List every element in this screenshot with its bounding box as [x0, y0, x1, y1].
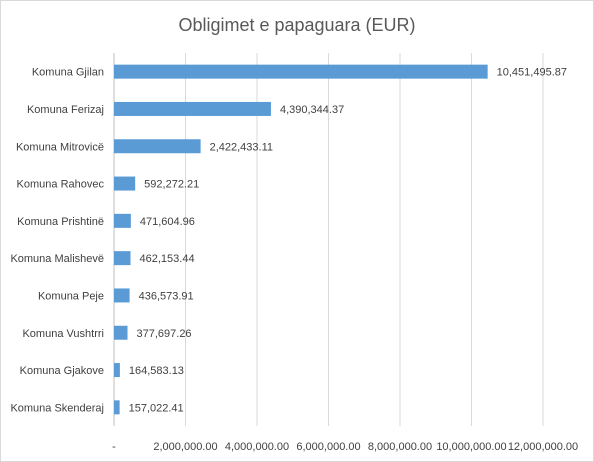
bar	[114, 101, 271, 116]
bars	[114, 64, 488, 415]
data-label: 592,272.21	[144, 179, 199, 191]
bar	[114, 288, 130, 303]
category-label: Komuna Prishtinë	[17, 216, 104, 228]
data-label: 471,604.96	[140, 216, 195, 228]
bar	[114, 325, 128, 340]
category-label: Komuna Malishevë	[10, 253, 104, 265]
bar	[114, 176, 136, 191]
chart-title: Obligimet e papaguara (EUR)	[178, 15, 415, 35]
bar	[114, 213, 131, 228]
data-label: 4,390,344.37	[280, 104, 344, 116]
category-label: Komuna Rahovec	[17, 179, 105, 191]
x-axis-ticks: - 2,000,000.00 4,000,000.00 6,000,000.00 8,0…	[112, 441, 578, 453]
data-label: 157,022.41	[129, 402, 184, 414]
bar	[114, 139, 201, 154]
x-tick-label: 8,000,000.00	[368, 441, 432, 453]
category-label: Komuna Gjakove	[20, 365, 104, 377]
x-tick-label: 10,000,000.00	[436, 441, 506, 453]
x-tick-label: 12,000,000.00	[508, 441, 578, 453]
bar	[114, 363, 120, 378]
category-label: Komuna Gjilan	[32, 67, 104, 79]
category-label: Komuna Skenderaj	[10, 402, 104, 414]
bar	[114, 64, 488, 79]
bar	[114, 400, 120, 415]
value-labels: 10,451,495.87 4,390,344.37 2,422,433.11 592…	[129, 67, 567, 415]
x-tick-label: 2,000,000.00	[153, 441, 217, 453]
x-tick-label: -	[112, 441, 116, 453]
data-label: 2,422,433.11	[210, 141, 273, 153]
data-label: 462,153.44	[140, 253, 195, 265]
data-label: 10,451,495.87	[497, 67, 567, 79]
x-tick-label: 6,000,000.00	[296, 441, 360, 453]
category-label: Komuna Ferizaj	[27, 104, 104, 116]
category-labels: Komuna Gjilan Komuna Ferizaj Komuna Mitrov…	[10, 67, 104, 415]
bar	[114, 251, 131, 266]
category-label: Komuna Mitrovicë	[16, 141, 104, 153]
data-label: 164,583.13	[129, 365, 184, 377]
x-tick-label: 4,000,000.00	[225, 441, 289, 453]
category-label: Komuna Peje	[38, 290, 104, 302]
category-label: Komuna Vushtrri	[22, 328, 104, 340]
data-label: 436,573.91	[139, 290, 194, 302]
data-label: 377,697.26	[137, 328, 192, 340]
